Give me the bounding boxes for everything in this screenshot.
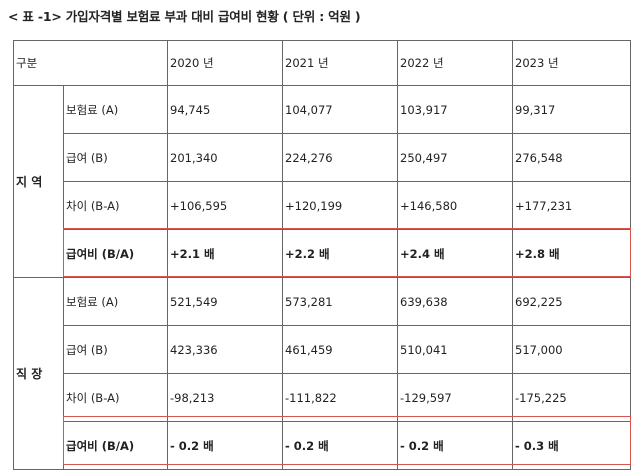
value-cell: - 0.2 배 [167, 421, 284, 470]
row-label: 보험료 (A) [62, 85, 169, 134]
year-header: 2023 년 [512, 40, 632, 86]
table-row: 직 장 보험료 (A) 521,549 573,281 639,638 692,… [13, 277, 632, 470]
value-cell: 250,497 [397, 133, 514, 182]
table-caption: < 표 -1> 가입자격별 보험료 부과 대비 급여비 현황 ( 단위 : 억원… [8, 9, 361, 24]
row-label: 급여 (B) [62, 133, 169, 182]
group-label-regional: 지 역 [13, 85, 64, 278]
header-row: 구분 2020 년 2021 년 2022 년 2023 년 [12, 40, 632, 86]
value-cell: -129,597 [397, 373, 514, 422]
benefit-table: 구분 2020 년 2021 년 2022 년 2023 년 지 역 보험료 (… [12, 40, 632, 470]
corner-cell: 구분 [12, 40, 169, 86]
row-label: 급여비 (B/A) [62, 421, 169, 470]
value-cell: - 0.3 배 [512, 421, 632, 470]
year-header: 2020 년 [167, 40, 284, 86]
year-header: 2022 년 [397, 40, 514, 86]
value-cell: -98,213 [167, 373, 284, 422]
value-cell: 201,340 [167, 133, 284, 182]
value-cell: 99,317 [512, 85, 632, 134]
value-cell: 94,745 [167, 85, 284, 134]
value-cell: -111,822 [282, 373, 399, 422]
value-cell: +106,595 [167, 181, 284, 230]
value-cell: +120,199 [282, 181, 399, 230]
value-cell: 104,077 [282, 85, 399, 134]
value-cell: +146,580 [397, 181, 514, 230]
table-row-highlight: 급여비 (B/A) +2.1 배 +2.2 배 +2.4 배 +2.8 배 [14, 229, 632, 278]
table-row: 차이 (B-A) +106,595 +120,199 +146,580 +177… [14, 181, 632, 230]
value-cell: +2.4 배 [397, 229, 514, 278]
row-label: 차이 (B-A) [62, 181, 169, 230]
table-row: 급여 (B) 201,340 224,276 250,497 276,548 [14, 133, 632, 182]
value-cell: +177,231 [512, 181, 632, 230]
value-cell: +2.2 배 [282, 229, 399, 278]
value-cell: 461,459 [282, 325, 399, 374]
row-label: 보험료 (A) [62, 277, 169, 326]
value-cell: -175,225 [512, 373, 632, 422]
value-cell: 521,549 [167, 277, 284, 326]
value-cell: +2.8 배 [512, 229, 632, 278]
row-label: 급여 (B) [62, 325, 169, 374]
value-cell: 510,041 [397, 325, 514, 374]
table-row: 급여 (B) 423,336 461,459 510,041 517,000 [14, 325, 632, 374]
value-cell: 224,276 [282, 133, 399, 182]
value-cell: 639,638 [397, 277, 514, 326]
table-row-highlight: 급여비 (B/A) - 0.2 배 - 0.2 배 - 0.2 배 - 0.3 … [14, 421, 632, 470]
table-row: 지 역 보험료 (A) 94,745 104,077 103,917 99,31… [13, 85, 632, 278]
value-cell: 103,917 [397, 85, 514, 134]
value-cell: 423,336 [167, 325, 284, 374]
value-cell: 276,548 [512, 133, 632, 182]
value-cell: 692,225 [512, 277, 632, 326]
value-cell: - 0.2 배 [397, 421, 514, 470]
value-cell: - 0.2 배 [282, 421, 399, 470]
table-row: 차이 (B-A) -98,213 -111,822 -129,597 -175,… [14, 373, 632, 422]
row-label: 급여비 (B/A) [62, 229, 169, 278]
value-cell: +2.1 배 [167, 229, 284, 278]
group-label-workplace: 직 장 [13, 277, 64, 470]
value-cell: 573,281 [282, 277, 399, 326]
value-cell: 517,000 [512, 325, 632, 374]
row-label: 차이 (B-A) [62, 373, 169, 422]
year-header: 2021 년 [282, 40, 399, 86]
table-container: 구분 2020 년 2021 년 2022 년 2023 년 지 역 보험료 (… [12, 40, 632, 470]
